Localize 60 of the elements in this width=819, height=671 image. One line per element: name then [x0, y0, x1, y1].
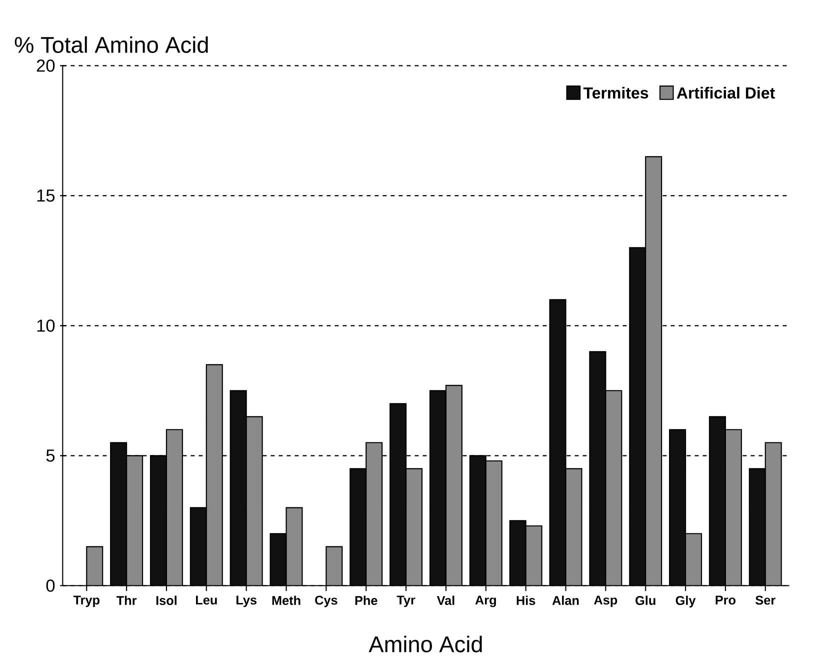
bar: [350, 468, 366, 586]
x-tick-label: Cys: [315, 596, 338, 608]
x-tick-label: Gly: [676, 596, 696, 608]
bar: [709, 416, 726, 586]
bar: [764, 442, 782, 586]
x-tick-label: Phe: [355, 596, 378, 605]
x-tick-label: Meth: [272, 596, 300, 605]
legend-label: Termites: [583, 86, 648, 99]
x-tick-label: Pro: [716, 596, 736, 605]
y-tick-label: 5: [46, 450, 55, 462]
bar: [126, 456, 143, 586]
x-tick-label: Glu: [636, 596, 656, 605]
y-axis-title: % Total Amino Acid: [14, 36, 208, 53]
bar: [470, 456, 486, 586]
bar: [748, 468, 766, 586]
x-tick-label: Ser: [756, 596, 776, 605]
x-tick-label: His: [516, 596, 536, 605]
x-tick-label: Tryp: [73, 596, 100, 608]
bar: [670, 430, 686, 586]
x-tick-label: Thr: [116, 596, 137, 605]
x-tick-label: Leu: [196, 596, 217, 605]
bar: [150, 456, 166, 586]
bar: [390, 404, 406, 586]
bar: [606, 390, 622, 586]
x-axis-title: Amino Acid: [368, 636, 482, 652]
y-tick-label: 0: [46, 580, 55, 592]
bar: [526, 526, 542, 586]
bar: [725, 430, 742, 586]
bar: [630, 248, 646, 586]
bar: [366, 442, 382, 586]
bar: [246, 416, 262, 586]
x-tick-label: Lys: [236, 596, 256, 608]
bar: [566, 468, 582, 586]
x-tick-label: Arg: [475, 596, 496, 608]
bar: [166, 430, 182, 586]
y-tick-label: 15: [37, 190, 55, 202]
x-tick-label: Asp: [594, 596, 618, 608]
bar: [550, 300, 566, 586]
bar: [326, 546, 342, 586]
bar: [430, 390, 446, 586]
bar: [590, 352, 606, 586]
bar: [686, 534, 702, 586]
bar: [510, 520, 526, 586]
x-tick-label: Tyr: [396, 596, 416, 608]
bar: [110, 442, 127, 586]
legend-label: Artificial Diet: [676, 86, 775, 99]
bar: [286, 508, 302, 586]
bar: [190, 508, 206, 586]
bar: [230, 390, 246, 586]
y-tick-label: 20: [36, 60, 55, 72]
y-tick-label: 10: [37, 320, 55, 332]
x-tick-label: Val: [436, 596, 454, 605]
bar: [486, 460, 502, 586]
x-tick-label: Isol: [156, 596, 176, 605]
bar: [86, 546, 103, 586]
bar: [406, 468, 422, 586]
bar: [646, 156, 662, 586]
bar: [206, 364, 222, 586]
x-tick-label: Alan: [552, 596, 579, 605]
bar: [446, 385, 462, 586]
